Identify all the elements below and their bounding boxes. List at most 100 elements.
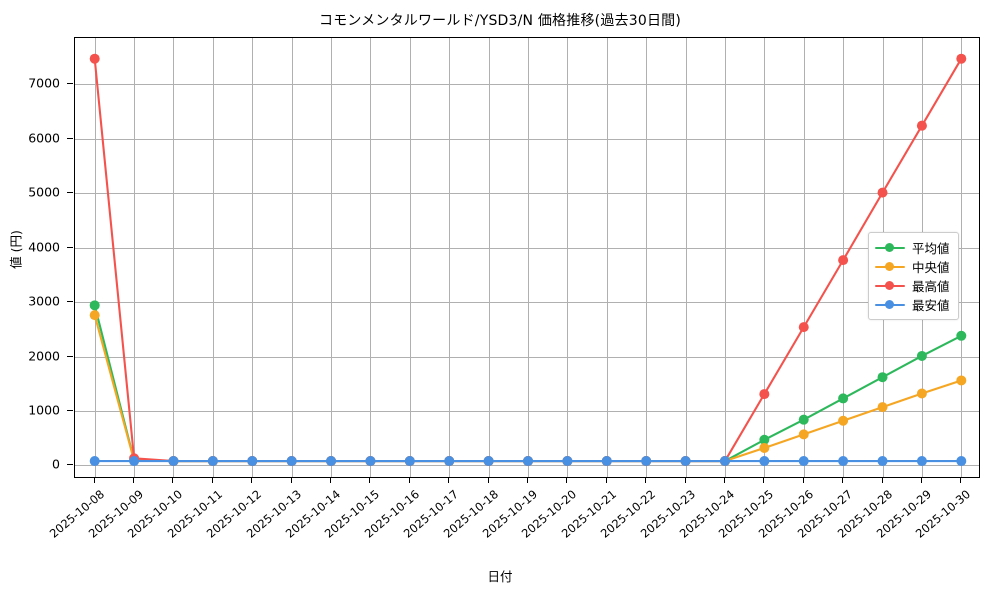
x-tick-mark	[684, 478, 686, 483]
data-point-marker	[286, 456, 297, 467]
data-point-marker	[759, 434, 770, 445]
gridline-vertical	[567, 38, 569, 477]
x-tick-mark	[448, 478, 450, 483]
y-tick-label: 3000	[28, 293, 60, 309]
data-point-marker	[719, 456, 730, 467]
data-point-marker	[877, 456, 888, 467]
gridline-vertical	[685, 38, 687, 477]
gridline-horizontal	[75, 193, 979, 195]
y-tick-label: 4000	[28, 239, 60, 255]
gridline-vertical	[803, 38, 805, 477]
gridline-horizontal	[75, 138, 979, 140]
data-point-marker	[838, 456, 849, 467]
x-tick-mark	[605, 478, 607, 483]
data-point-marker	[759, 442, 770, 453]
series-line	[93, 57, 963, 463]
x-tick-mark	[408, 478, 410, 483]
gridline-vertical	[409, 38, 411, 477]
x-tick-mark	[251, 478, 253, 483]
data-point-marker	[89, 300, 100, 311]
y-tick-mark	[67, 464, 73, 466]
y-tick-mark	[67, 246, 73, 248]
data-point-marker	[207, 456, 218, 467]
gridline-horizontal	[75, 410, 979, 412]
x-tick-mark	[330, 478, 332, 483]
y-tick-mark	[67, 301, 73, 303]
chart-legend: 平均値 中央値最高値最安値	[868, 232, 959, 320]
y-tick-label: 6000	[28, 130, 60, 146]
chart-title: コモンメンタルワールド/YSD3/N 価格推移(過去30日間)	[319, 13, 681, 29]
legend-item[interactable]: 平均値	[875, 238, 950, 257]
data-point-marker	[798, 322, 809, 333]
data-point-marker	[168, 456, 179, 467]
data-point-marker	[483, 456, 494, 467]
y-tick-mark	[67, 137, 73, 139]
data-point-marker	[404, 456, 415, 467]
data-point-marker	[956, 330, 967, 341]
x-tick-mark	[645, 478, 647, 483]
gridline-vertical	[173, 38, 175, 477]
y-tick-mark	[67, 409, 73, 411]
gridline-horizontal	[75, 247, 979, 249]
data-point-marker	[956, 53, 967, 64]
y-tick-label: 2000	[28, 348, 60, 363]
data-point-marker	[680, 456, 691, 467]
y-axis-tick-labels: 0 1000 2000 3000 4000 5000 6000 7000	[0, 37, 73, 478]
y-tick-mark	[67, 355, 73, 357]
y-tick-mark	[67, 83, 73, 85]
x-tick-mark	[133, 478, 135, 483]
x-tick-mark	[960, 478, 962, 483]
legend-color-swatch-icon	[875, 299, 905, 311]
gridline-vertical	[764, 38, 766, 477]
data-point-marker	[129, 456, 140, 467]
data-point-marker	[326, 456, 337, 467]
x-tick-mark	[487, 478, 489, 483]
gridline-vertical	[646, 38, 648, 477]
data-point-marker	[956, 375, 967, 386]
legend-item[interactable]: 最安値	[875, 295, 950, 314]
data-point-marker	[956, 456, 967, 467]
data-point-marker	[838, 393, 849, 404]
x-tick-mark	[802, 478, 804, 483]
data-point-marker	[247, 456, 258, 467]
legend-color-swatch-icon	[875, 261, 905, 273]
x-tick-mark	[290, 478, 292, 483]
x-tick-mark	[527, 478, 528, 483]
series-layer	[89, 53, 967, 467]
gridline-vertical	[449, 38, 451, 477]
gridline-vertical	[94, 38, 96, 477]
y-tick-mark	[67, 192, 73, 194]
plot-area	[74, 37, 980, 478]
gridline-vertical	[134, 38, 136, 477]
data-point-marker	[916, 456, 927, 467]
x-axis-title: 日付	[487, 569, 513, 584]
x-tick-mark	[172, 478, 174, 483]
gridline-vertical	[606, 38, 608, 477]
legend-color-swatch-icon	[875, 280, 905, 292]
x-tick-mark	[93, 478, 95, 483]
y-tick-label: 5000	[28, 184, 60, 200]
data-point-marker	[798, 429, 809, 440]
y-tick-label: 7000	[28, 75, 60, 91]
legend-color-swatch-icon	[875, 242, 905, 254]
data-point-marker	[523, 456, 533, 467]
data-point-marker	[838, 415, 849, 426]
data-point-marker	[877, 372, 888, 383]
y-tick-label: 0	[52, 456, 60, 472]
y-tick-label: 1000	[28, 402, 60, 418]
gridline-vertical	[488, 38, 490, 477]
legend-item[interactable]: 最高値	[875, 276, 950, 295]
x-tick-mark	[723, 478, 725, 483]
gridline-horizontal	[75, 84, 979, 86]
legend-item-label: 最高値	[912, 279, 950, 294]
data-point-marker	[89, 456, 100, 467]
gridline-horizontal	[75, 356, 979, 358]
data-point-marker	[89, 53, 100, 64]
data-point-marker	[916, 350, 927, 361]
legend-item-label: 最安値	[912, 298, 950, 313]
data-point-marker	[759, 389, 770, 400]
legend-item[interactable]: 中央値	[875, 257, 950, 276]
data-point-marker	[838, 255, 849, 266]
x-axis-tick-labels: 2025-10-08 2025-10-09 2025-10-10 2025-10-11…	[46, 478, 980, 578]
